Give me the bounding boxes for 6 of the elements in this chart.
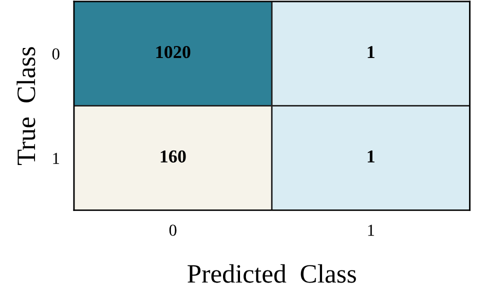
data-label: 160 [160,150,186,163]
data-label: 1 [368,46,374,58]
x-axis-title: Predicted Class [188,264,356,283]
data-label: 1020 [156,46,190,58]
data-label: 1 [368,150,374,162]
y-axis-title: True Class [16,47,36,166]
